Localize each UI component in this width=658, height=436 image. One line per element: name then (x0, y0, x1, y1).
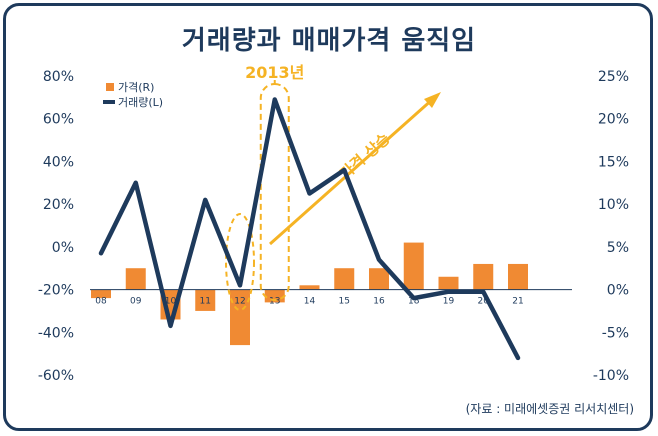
x-tick-label: 20 (478, 297, 490, 307)
volume-point (169, 324, 172, 328)
price-bar (264, 289, 285, 303)
price-bar (230, 289, 250, 346)
volume-point (203, 198, 207, 202)
y-right-tick-label: -5% (602, 325, 629, 341)
volume-point (273, 97, 277, 101)
trend-arrow-head (424, 92, 441, 108)
x-tick-label: 09 (130, 297, 142, 307)
x-tick-label: 14 (304, 297, 316, 307)
price-bar (125, 268, 146, 290)
legend-bar-swatch (106, 83, 114, 91)
volume-point (377, 258, 381, 262)
x-tick-label: 16 (373, 297, 385, 307)
x-tick-label: 08 (95, 297, 107, 307)
price-bar (195, 289, 216, 311)
chart-frame (3, 3, 653, 431)
y-left-tick-label: 80% (43, 69, 74, 85)
source-note: (자료 : 미래에셋증권 리서치센터) (465, 402, 634, 416)
y-right-tick-label: 5% (607, 240, 629, 256)
price-bar (334, 268, 355, 290)
y-left-tick-label: 0% (52, 240, 74, 256)
chart-title: 거래량과 매매가격 움직임 (181, 26, 477, 56)
price-bar (91, 289, 111, 299)
volume-point (481, 290, 485, 294)
y-right-tick-label: 15% (598, 154, 629, 170)
highlight-oval-12 (225, 213, 255, 311)
legend-volume-label: 거래량(L) (118, 96, 163, 109)
x-tick-label: 21 (512, 297, 523, 307)
volume-point (99, 251, 103, 255)
y-left-tick-label: 60% (43, 112, 74, 128)
y-left-tick-label: -60% (38, 368, 74, 384)
y-left-tick-label: -40% (38, 325, 74, 341)
y-right-tick-label: 0% (607, 283, 629, 299)
legend-price-label: 가격(R) (118, 81, 154, 94)
price-bar (369, 268, 389, 290)
volume-point (342, 168, 346, 172)
y-left-tick-label: 20% (43, 197, 74, 213)
y-left-tick-label: 40% (43, 154, 74, 170)
price-bar (403, 242, 424, 290)
trend-arrow-line (269, 96, 435, 246)
price-bar (473, 263, 494, 290)
volume-point (412, 296, 416, 300)
x-tick-label: 15 (339, 297, 350, 307)
x-tick-label: 18 (408, 297, 420, 307)
volume-point (308, 191, 311, 195)
volume-point (447, 290, 450, 294)
y-right-tick-label: 25% (598, 69, 629, 85)
y-right-tick-label: 20% (598, 112, 629, 128)
highlight-oval-2013 (259, 83, 290, 301)
x-tick-label: 19 (443, 297, 455, 307)
y-right-tick-label: 10% (598, 197, 629, 213)
x-tick-label: 10 (165, 297, 177, 307)
year-annotation: 2013년 (245, 63, 304, 82)
y-right-tick-label: -10% (593, 368, 629, 384)
x-tick-label: 11 (200, 297, 211, 307)
price-bar (299, 285, 320, 290)
price-bar (508, 263, 528, 290)
volume-point (516, 356, 520, 360)
volume-point (238, 283, 242, 287)
y-left-tick-label: -20% (38, 283, 74, 299)
x-tick-label: 12 (234, 297, 245, 307)
price-bar (438, 276, 459, 290)
x-tick-label: 13 (269, 297, 280, 307)
volume-point (134, 181, 138, 185)
